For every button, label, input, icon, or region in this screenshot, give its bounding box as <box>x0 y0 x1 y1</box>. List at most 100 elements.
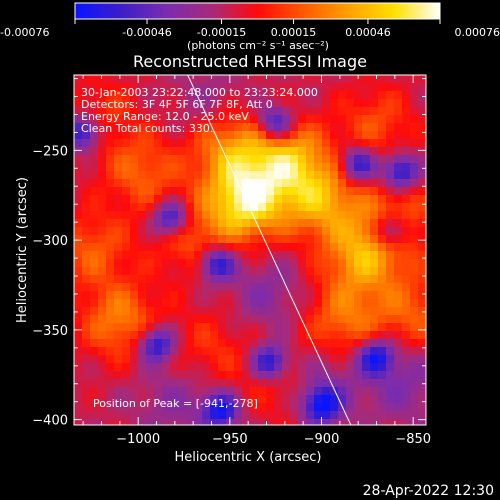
heatmap-cell <box>234 203 242 211</box>
heatmap-cell <box>90 139 98 147</box>
heatmap-cell <box>402 371 410 379</box>
heatmap-cell <box>402 123 410 131</box>
heatmap-cell <box>242 243 250 251</box>
heatmap-cell <box>298 363 306 371</box>
heatmap-cell <box>202 299 210 307</box>
heatmap-cell <box>242 227 250 235</box>
heatmap-cell <box>234 123 242 131</box>
heatmap-cell <box>378 179 386 187</box>
heatmap-cell <box>138 339 146 347</box>
heatmap-cell <box>234 147 242 155</box>
heatmap-cell <box>90 259 98 267</box>
heatmap-cell <box>82 283 90 291</box>
heatmap-cell <box>282 371 290 379</box>
heatmap-cell <box>114 395 122 403</box>
heatmap-cell <box>130 235 138 243</box>
heatmap-cell <box>306 419 314 425</box>
heatmap-cell <box>306 131 314 139</box>
heatmap-cell <box>130 307 138 315</box>
heatmap-cell <box>418 339 426 347</box>
heatmap-cell <box>138 363 146 371</box>
heatmap-cell <box>330 147 338 155</box>
heatmap-cell <box>394 107 402 115</box>
heatmap-cell <box>402 379 410 387</box>
heatmap-cell <box>370 131 378 139</box>
heatmap-cell <box>74 91 82 99</box>
heatmap-cell <box>234 251 242 259</box>
heatmap-cell <box>210 163 218 171</box>
peak-position-label: Position of Peak = [-941,-278] <box>93 397 258 410</box>
heatmap-cell <box>354 331 362 339</box>
heatmap-cell <box>410 91 418 99</box>
heatmap-cell <box>186 411 194 419</box>
heatmap-cell <box>90 251 98 259</box>
heatmap-cell <box>362 403 370 411</box>
heatmap-cell <box>394 91 402 99</box>
heatmap-cell <box>186 227 194 235</box>
heatmap-cell <box>74 339 82 347</box>
heatmap-cell <box>394 307 402 315</box>
heatmap-cell <box>346 139 354 147</box>
heatmap-cell <box>298 219 306 227</box>
heatmap-cell <box>226 139 234 147</box>
heatmap-cell <box>266 235 274 243</box>
heatmap-cell <box>82 339 90 347</box>
heatmap-cell <box>130 171 138 179</box>
heatmap-cell <box>330 91 338 99</box>
heatmap-cell <box>114 347 122 355</box>
solar-limb-line <box>187 75 352 425</box>
heatmap-cell <box>370 299 378 307</box>
heatmap-cell <box>122 379 130 387</box>
heatmap-cell <box>290 315 298 323</box>
info-line-energy: Energy Range: 12.0 - 25.0 keV <box>81 110 249 123</box>
heatmap-cell <box>274 259 282 267</box>
heatmap-cell <box>258 243 266 251</box>
heatmap-cell <box>306 307 314 315</box>
heatmap-cell <box>106 155 114 163</box>
heatmap-cell <box>346 203 354 211</box>
heatmap-cell <box>354 235 362 243</box>
heatmap-cell <box>306 227 314 235</box>
heatmap-cell <box>250 179 258 187</box>
heatmap-cell <box>298 299 306 307</box>
heatmap-cell <box>226 283 234 291</box>
heatmap-cell <box>234 331 242 339</box>
heatmap-cell <box>386 363 394 371</box>
heatmap-cell <box>106 83 114 91</box>
heatmap-cell <box>290 331 298 339</box>
heatmap-cell <box>82 403 90 411</box>
heatmap-cell <box>338 379 346 387</box>
heatmap-cell <box>386 403 394 411</box>
heatmap-cell <box>418 355 426 363</box>
heatmap-cell <box>354 323 362 331</box>
heatmap-cell <box>98 227 106 235</box>
heatmap-cell <box>338 243 346 251</box>
heatmap-cell <box>170 379 178 387</box>
heatmap-cell <box>114 155 122 163</box>
heatmap-cell <box>418 323 426 331</box>
heatmap-cell <box>170 291 178 299</box>
heatmap-cell <box>298 139 306 147</box>
heatmap-cell <box>410 227 418 235</box>
heatmap-cell <box>130 179 138 187</box>
heatmap-cell <box>162 251 170 259</box>
heatmap-cell <box>138 211 146 219</box>
heatmap-cell <box>74 371 82 379</box>
heatmap-cell <box>362 99 370 107</box>
heatmap-cell <box>266 323 274 331</box>
heatmap-cell <box>354 307 362 315</box>
heatmap-cell <box>322 403 330 411</box>
heatmap-cell <box>306 139 314 147</box>
heatmap-cell <box>178 411 186 419</box>
heatmap-cell <box>162 299 170 307</box>
heatmap-cell <box>250 203 258 211</box>
heatmap-cell <box>154 147 162 155</box>
heatmap-cell <box>178 259 186 267</box>
heatmap-cell <box>90 283 98 291</box>
heatmap-cell <box>362 379 370 387</box>
heatmap-cell <box>106 379 114 387</box>
heatmap-cell <box>322 275 330 283</box>
heatmap-cell <box>298 371 306 379</box>
heatmap-cell <box>226 219 234 227</box>
heatmap-cell <box>290 83 298 91</box>
